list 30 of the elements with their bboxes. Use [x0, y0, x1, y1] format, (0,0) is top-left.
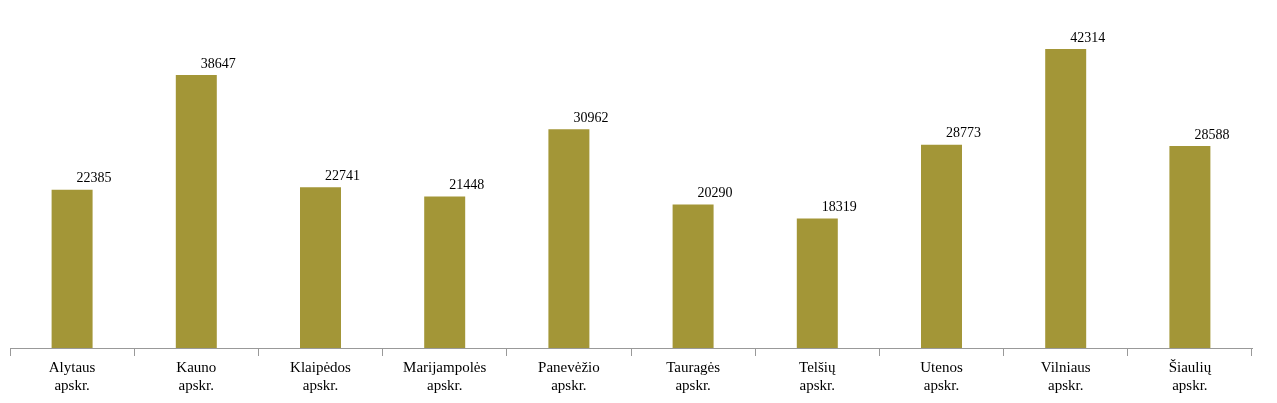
bar	[175, 74, 217, 348]
x-tick-label: Šiaulių apskr.	[1168, 358, 1212, 393]
data-label: 42314	[1070, 29, 1106, 45]
bar	[1045, 48, 1087, 348]
bar	[300, 187, 341, 348]
x-tick-label: Panevėžio apskr.	[538, 358, 600, 393]
data-label: 28773	[946, 125, 981, 141]
bar	[424, 196, 466, 348]
data-label: 21448	[449, 177, 485, 193]
bar	[1169, 145, 1211, 348]
data-label: 22385	[76, 170, 112, 186]
bar	[548, 129, 590, 348]
x-tick-label: Marijampolės apskr.	[403, 358, 487, 393]
data-label: 38647	[200, 55, 236, 71]
data-label: 28588	[1194, 126, 1230, 142]
x-tick-label: Vilniaus apskr.	[1040, 358, 1091, 393]
x-tick-label: Telšių apskr.	[799, 358, 837, 393]
x-tick-label: Kauno apskr.	[176, 358, 217, 393]
x-tick-label: Klaipėdos apskr.	[290, 358, 352, 393]
bar	[796, 218, 838, 348]
data-label: 18319	[821, 199, 857, 215]
x-tick-label: Alytaus apskr.	[48, 358, 96, 393]
bar	[672, 204, 714, 348]
bar	[921, 144, 962, 348]
data-label: 20290	[697, 185, 733, 201]
bar	[51, 189, 93, 348]
x-tick-label: Tauragės apskr.	[666, 358, 721, 393]
x-tick-label: Utenos apskr.	[920, 358, 963, 393]
data-label: 30962	[573, 109, 609, 125]
data-label: 22741	[325, 167, 360, 183]
